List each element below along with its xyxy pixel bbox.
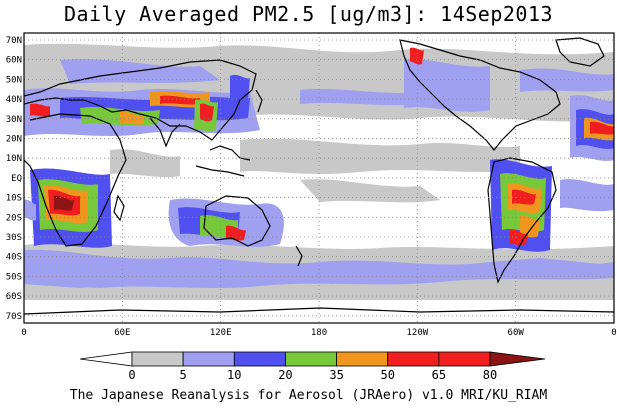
lat-label: 10N xyxy=(6,154,22,164)
lon-label: 60W xyxy=(508,328,525,338)
lon-label: 60E xyxy=(114,328,130,338)
colorbar-box xyxy=(336,351,389,367)
lon-label: 120W xyxy=(406,328,428,338)
colorbar-tick-label: 10 xyxy=(227,368,241,382)
colorbar-tick-label: 35 xyxy=(329,368,343,382)
lat-label: 40S xyxy=(6,253,22,263)
colorbar-box xyxy=(285,351,337,367)
lat-label: 70S xyxy=(6,312,22,322)
colorbar-box xyxy=(387,351,440,367)
plot-frame xyxy=(23,32,615,324)
lat-label: 40N xyxy=(6,95,22,105)
lat-label: 10S xyxy=(6,194,22,204)
colorbar-box xyxy=(233,351,286,367)
lat-label: 60S xyxy=(6,292,22,302)
footer-credit: The Japanese Reanalysis for Aerosol (JRA… xyxy=(69,388,548,403)
lat-label: 20S xyxy=(6,213,22,223)
colorbar-tick-label: 5 xyxy=(180,368,187,382)
lat-label: 50S xyxy=(6,272,22,282)
colorbar-arrow-high xyxy=(489,351,546,367)
lat-label: 20N xyxy=(6,135,22,145)
lat-label: 30N xyxy=(6,115,22,125)
map-title: Daily Averaged PM2.5 [ug/m3]: 14Sep2013 xyxy=(63,2,554,26)
pm25-concentration-field xyxy=(24,43,614,300)
colorbar-tick-label: 65 xyxy=(432,368,446,382)
lon-label: 180 xyxy=(311,328,327,338)
colorbar-tick-label: 0 xyxy=(128,368,135,382)
lat-label: 50N xyxy=(6,75,22,85)
lon-label: 0 xyxy=(21,328,26,338)
colorbar-box xyxy=(131,351,184,367)
colorbar-tick-label: 20 xyxy=(278,368,292,382)
colorbar-box xyxy=(182,351,235,367)
colorbar-tick-label: 80 xyxy=(483,368,497,382)
lat-label: 70N xyxy=(6,36,22,46)
grid-lines xyxy=(24,33,614,323)
lat-label: 60N xyxy=(6,56,22,66)
lon-label: 120E xyxy=(210,328,232,338)
latitude-labels: 70N 60N 50N 40N 30N 20N 10N EQ 10S 20S 30S 40S 50S 60… xyxy=(6,36,22,322)
colorbar-box xyxy=(438,351,491,367)
lon-label: 0 xyxy=(611,328,616,338)
longitude-labels: 0 60E 120E 180 120W 60W 0 xyxy=(21,328,616,338)
lat-label: EQ xyxy=(11,174,22,184)
colorbar-arrow-low xyxy=(79,351,133,367)
lat-label: 30S xyxy=(6,233,22,243)
colorbar-tick-label: 50 xyxy=(380,368,394,382)
colorbar: 0 5 10 20 35 50 65 80 xyxy=(79,351,546,382)
